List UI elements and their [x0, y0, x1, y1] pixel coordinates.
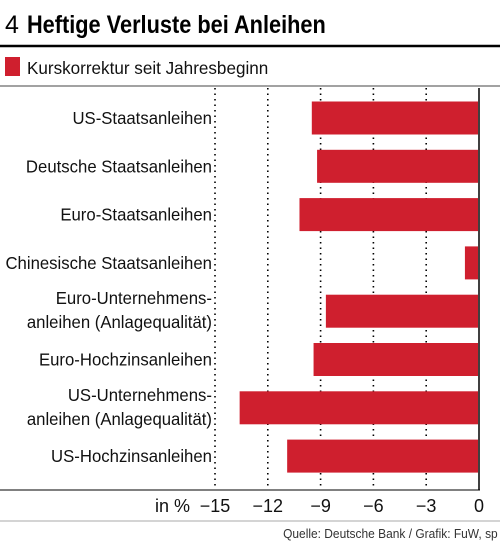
bar [287, 439, 478, 473]
category-label: US-Unternehmens-anleihen (Anlagequalität… [27, 384, 212, 429]
category-label-line: Euro-Staatsanleihen [60, 204, 212, 225]
category-label-line: US-Staatsanleihen [72, 107, 212, 128]
bar [299, 198, 478, 232]
category-label: US-Hochzinsanleihen [51, 446, 212, 467]
category-label: Deutsche Staatsanleihen [26, 156, 212, 177]
category-label: Euro-Unternehmens-anleihen (Anlagequalit… [27, 288, 212, 333]
category-label: US-Staatsanleihen [72, 107, 212, 128]
x-tick-label: −9 [310, 496, 331, 516]
bar [464, 246, 478, 280]
chart-title: Heftige Verluste bei Anleihen [27, 11, 326, 39]
category-label-line: Euro-Hochzinsanleihen [39, 349, 212, 370]
category-label: Chinesische Staatsanleihen [5, 252, 212, 273]
category-label: Euro-Staatsanleihen [60, 204, 212, 225]
bar [239, 391, 478, 425]
category-labels: US-Staatsanleihen Deutsche Staatsanleihen… [5, 107, 212, 466]
bar [311, 101, 478, 135]
x-tick-label: −15 [200, 496, 231, 516]
category-label-line: US-Unternehmens- [68, 384, 212, 405]
x-tick-label: −3 [416, 496, 437, 516]
unit-label: in % [155, 496, 190, 516]
legend-label: Kurskorrektur seit Jahresbeginn [27, 58, 268, 79]
category-label-line: Deutsche Staatsanleihen [26, 156, 212, 177]
x-tick-label: 0 [474, 496, 484, 516]
chart-number: 4 [5, 11, 19, 39]
legend-swatch [5, 57, 20, 76]
source-note: Quelle: Deutsche Bank / Grafik: FuW, sp [283, 527, 498, 542]
category-label-line: anleihen (Anlagequalität) [27, 408, 212, 429]
bars [239, 101, 478, 473]
gridlines [214, 88, 428, 490]
x-tick-labels: −15 −12 −9 −6 −3 0 [200, 496, 484, 516]
category-label-line: US-Hochzinsanleihen [51, 446, 212, 467]
bar [317, 149, 478, 183]
category-label-line: Chinesische Staatsanleihen [5, 252, 212, 273]
bar [325, 294, 478, 328]
bar [313, 343, 478, 376]
x-tick-label: −12 [253, 496, 284, 516]
x-tick-label: −6 [363, 496, 384, 516]
category-label-line: anleihen (Anlagequalität) [27, 312, 212, 333]
category-label-line: Euro-Unternehmens- [56, 288, 212, 309]
category-label: Euro-Hochzinsanleihen [39, 349, 212, 370]
